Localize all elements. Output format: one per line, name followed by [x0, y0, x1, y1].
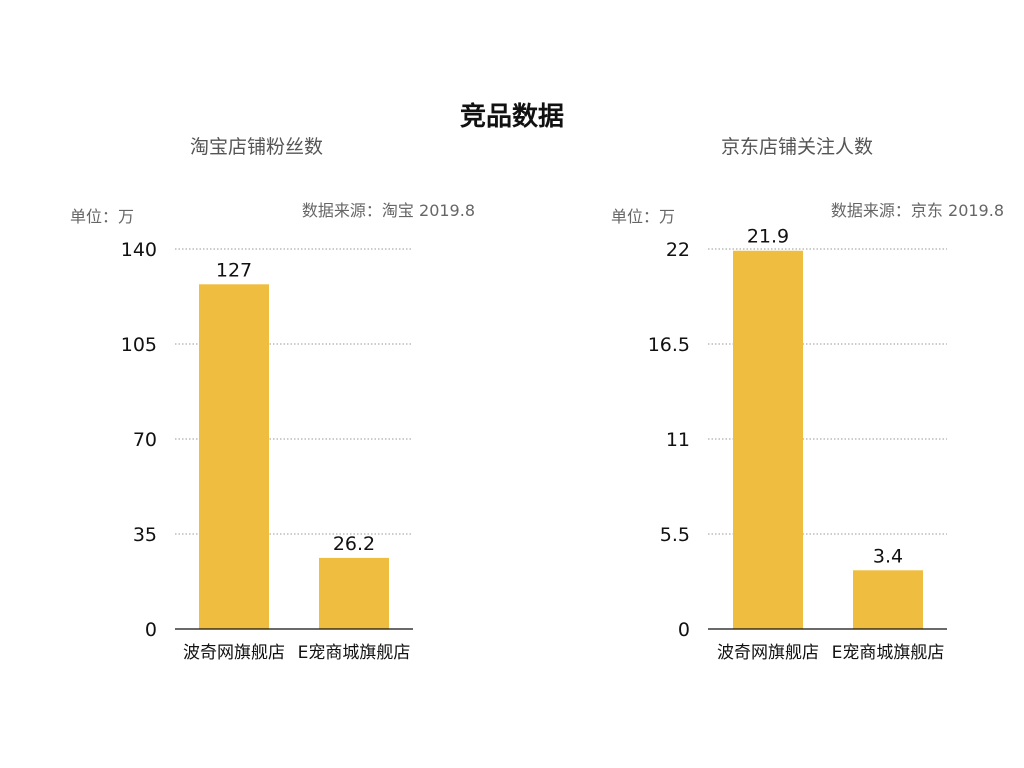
bar-value-label: 26.2 [333, 533, 375, 555]
bar [319, 557, 389, 629]
unit-label: 单位：万 [611, 207, 675, 226]
y-tick-label: 0 [145, 619, 157, 641]
bar-value-label: 21.9 [747, 226, 789, 248]
y-tick-label: 22 [666, 239, 690, 261]
y-tick-label: 16.5 [648, 334, 690, 356]
y-tick-label: 70 [133, 429, 157, 451]
y-tick-label: 35 [133, 524, 157, 546]
chart-subtitle: 京东店铺关注人数 [721, 136, 873, 158]
page-title: 竞品数据 [459, 102, 564, 132]
y-tick-label: 5.5 [660, 524, 690, 546]
bar [199, 284, 269, 629]
x-tick-label: 波奇网旗舰店 [717, 643, 819, 663]
source-note: 数据来源：淘宝 2019.8 [302, 201, 475, 220]
bar-value-label: 3.4 [873, 545, 903, 567]
y-tick-label: 140 [121, 239, 157, 261]
bar-value-label: 127 [216, 259, 252, 281]
source-note: 数据来源：京东 2019.8 [831, 201, 1004, 220]
bar [853, 570, 923, 629]
y-tick-label: 105 [121, 334, 157, 356]
x-tick-label: E宠商城旗舰店 [298, 643, 411, 663]
unit-label: 单位：万 [70, 207, 134, 226]
chart-subtitle: 淘宝店铺粉丝数 [190, 136, 323, 158]
y-tick-label: 11 [666, 429, 690, 451]
x-tick-label: 波奇网旗舰店 [183, 643, 285, 663]
bar [733, 250, 803, 629]
y-tick-label: 0 [678, 619, 690, 641]
x-tick-label: E宠商城旗舰店 [832, 643, 945, 663]
